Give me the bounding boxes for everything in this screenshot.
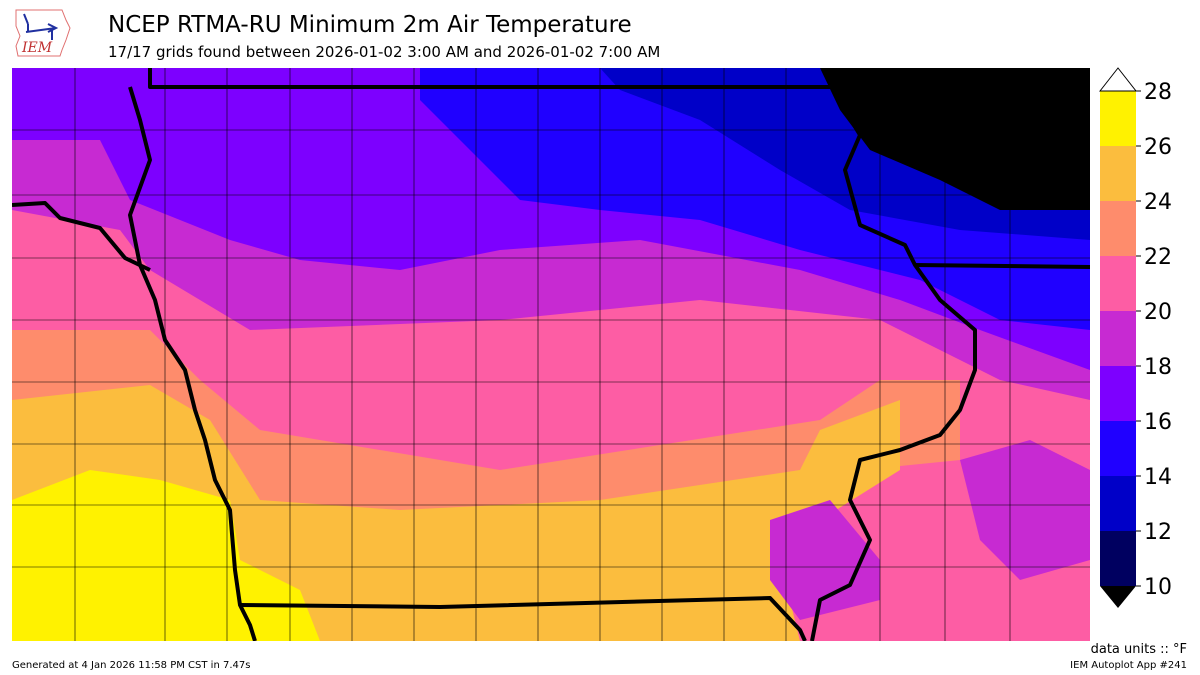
- colorbar-bin: [1100, 201, 1136, 256]
- colorbar-bin: [1100, 146, 1136, 201]
- chart-subtitle: 17/17 grids found between 2026-01-02 3:0…: [108, 43, 661, 61]
- colorbar-bin: [1100, 256, 1136, 311]
- colorbar-tick-label: 26: [1144, 135, 1172, 160]
- colorbar-bin: [1100, 531, 1136, 586]
- chart-title: NCEP RTMA-RU Minimum 2m Air Temperature: [108, 12, 632, 38]
- colorbar-bin: [1100, 476, 1136, 531]
- colorbar-tick-label: 18: [1144, 355, 1172, 380]
- temperature-map: [12, 68, 1090, 641]
- colorbar-bin: [1100, 311, 1136, 366]
- colorbar-over-arrow: [1098, 67, 1138, 92]
- temp-region-18-20: [770, 500, 880, 620]
- colorbar-tick-label: 28: [1144, 80, 1172, 105]
- colorbar-bin: [1100, 421, 1136, 476]
- colorbar-tick-label: 20: [1144, 300, 1172, 325]
- colorbar-tick-label: 16: [1144, 410, 1172, 435]
- colorbar-tick-label: 22: [1144, 245, 1172, 270]
- colorbar: 10 12 14 16 18 20 22 24 26 28: [1098, 67, 1172, 608]
- state-borders: [12, 68, 1090, 641]
- generated-timestamp: Generated at 4 Jan 2026 11:58 PM CST in …: [12, 660, 251, 671]
- colorbar-tick-label: 12: [1144, 520, 1172, 545]
- colorbar-tick-label: 24: [1144, 190, 1172, 215]
- app-label: IEM Autoplot App #241: [1070, 660, 1187, 671]
- data-units-label: data units :: °F: [1090, 642, 1187, 657]
- svg-text:IEM: IEM: [21, 40, 53, 56]
- colorbar-under-arrow: [1100, 586, 1136, 608]
- colorbar-bin: [1100, 366, 1136, 421]
- temp-region-below-10: [820, 68, 1090, 210]
- iem-logo: IEM: [15, 9, 71, 57]
- colorbar-bin: [1100, 91, 1136, 146]
- temp-region-26-28: [12, 470, 320, 641]
- colorbar-tick-label: 10: [1144, 575, 1172, 600]
- temp-region-18-20: [960, 440, 1090, 580]
- colorbar-tick-label: 14: [1144, 465, 1172, 490]
